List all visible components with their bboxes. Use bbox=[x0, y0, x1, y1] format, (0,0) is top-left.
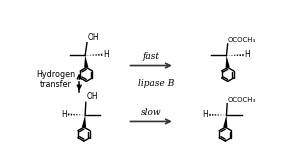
Text: OCOCH₃: OCOCH₃ bbox=[228, 37, 256, 43]
Text: Hydrogen
transfer: Hydrogen transfer bbox=[36, 70, 76, 89]
Text: H: H bbox=[202, 110, 208, 119]
Text: OCOCH₃: OCOCH₃ bbox=[227, 97, 255, 103]
Text: H: H bbox=[245, 50, 250, 59]
Text: fast: fast bbox=[143, 52, 160, 61]
Polygon shape bbox=[84, 55, 88, 67]
Text: OH: OH bbox=[88, 33, 99, 42]
Text: slow: slow bbox=[141, 108, 161, 117]
Text: H: H bbox=[103, 50, 109, 59]
Polygon shape bbox=[226, 55, 230, 67]
Text: H: H bbox=[61, 110, 67, 119]
Text: lipase B: lipase B bbox=[138, 79, 174, 88]
Polygon shape bbox=[223, 115, 227, 127]
Text: OH: OH bbox=[86, 92, 98, 101]
Polygon shape bbox=[82, 115, 86, 127]
